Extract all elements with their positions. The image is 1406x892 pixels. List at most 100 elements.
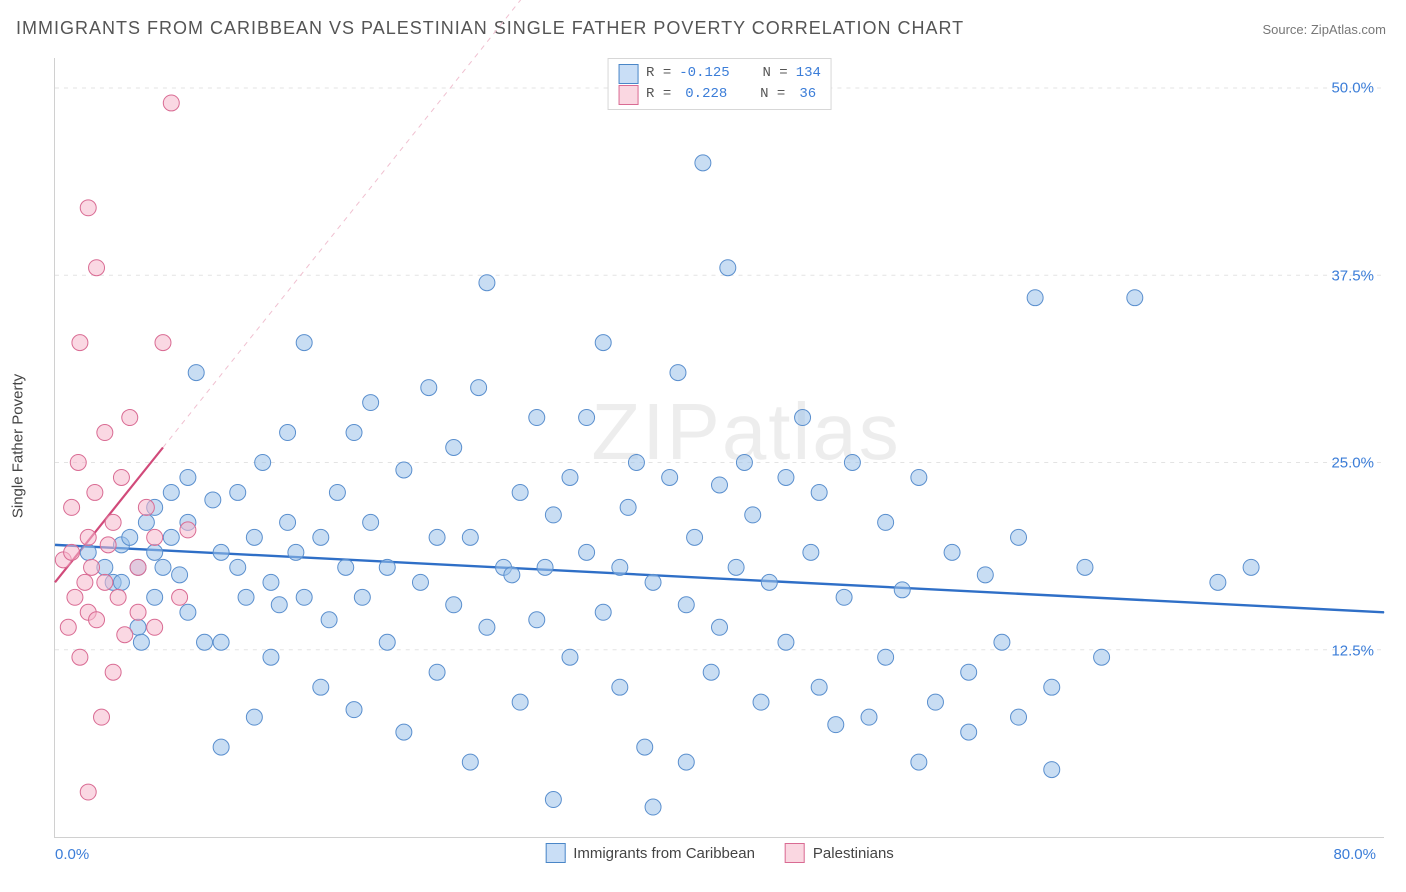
data-point: [670, 365, 686, 381]
data-point: [213, 634, 229, 650]
data-point: [213, 544, 229, 560]
data-point: [80, 200, 96, 216]
data-point: [313, 679, 329, 695]
data-point: [147, 544, 163, 560]
data-point: [662, 469, 678, 485]
data-point: [421, 380, 437, 396]
legend-item-caribbean: Immigrants from Caribbean: [545, 843, 755, 863]
data-point: [537, 559, 553, 575]
data-point: [100, 537, 116, 553]
data-point: [230, 559, 246, 575]
data-point: [110, 589, 126, 605]
data-point: [836, 589, 852, 605]
data-point: [412, 574, 428, 590]
data-point: [1077, 559, 1093, 575]
y-tick-label: 37.5%: [1331, 267, 1374, 284]
data-point: [60, 619, 76, 635]
data-point: [155, 559, 171, 575]
data-point: [70, 454, 86, 470]
data-point: [105, 664, 121, 680]
data-point: [562, 469, 578, 485]
data-point: [579, 544, 595, 560]
data-point: [595, 335, 611, 351]
legend-item-palestinians: Palestinians: [785, 843, 894, 863]
data-point: [396, 724, 412, 740]
data-point: [396, 462, 412, 478]
data-point: [678, 754, 694, 770]
data-point: [429, 664, 445, 680]
data-point: [745, 507, 761, 523]
data-point: [1243, 559, 1259, 575]
data-point: [255, 454, 271, 470]
data-point: [280, 514, 296, 530]
data-point: [379, 559, 395, 575]
data-point: [105, 514, 121, 530]
data-point: [246, 709, 262, 725]
swatch-pink-icon: [618, 85, 638, 105]
data-point: [446, 597, 462, 613]
data-point: [911, 754, 927, 770]
swatch-pink-icon: [785, 843, 805, 863]
data-point: [87, 484, 103, 500]
data-point: [1011, 529, 1027, 545]
data-point: [678, 597, 694, 613]
data-point: [1011, 709, 1027, 725]
chart-svg: [55, 58, 1384, 837]
data-point: [84, 559, 100, 575]
data-point: [205, 492, 221, 508]
swatch-blue-icon: [545, 843, 565, 863]
data-point: [778, 634, 794, 650]
stats-row-blue: R = -0.125 N = 134: [618, 63, 821, 84]
gridlines: [55, 88, 1384, 650]
data-point: [712, 619, 728, 635]
data-point: [130, 559, 146, 575]
data-point: [263, 649, 279, 665]
data-point: [213, 739, 229, 755]
data-point: [695, 155, 711, 171]
data-point: [67, 589, 83, 605]
source-attribution: Source: ZipAtlas.com: [1262, 22, 1386, 37]
n-label: N =: [763, 63, 788, 84]
data-point: [911, 469, 927, 485]
scatter-points: [55, 95, 1259, 815]
legend-label-palestinians: Palestinians: [813, 845, 894, 862]
data-point: [163, 484, 179, 500]
data-point: [89, 612, 105, 628]
data-point: [313, 529, 329, 545]
data-point: [927, 694, 943, 710]
data-point: [80, 544, 96, 560]
data-point: [1027, 290, 1043, 306]
swatch-blue-icon: [618, 64, 638, 84]
stats-row-pink: R = 0.228 N = 36: [618, 84, 821, 105]
data-point: [155, 335, 171, 351]
data-point: [172, 567, 188, 583]
data-point: [512, 484, 528, 500]
data-point: [471, 380, 487, 396]
plot-area: ZIPatlas 12.5%25.0%37.5%50.0% R = -0.125…: [54, 58, 1384, 838]
data-point: [138, 514, 154, 530]
data-point: [545, 792, 561, 808]
data-point: [238, 589, 254, 605]
data-point: [89, 260, 105, 276]
data-point: [961, 664, 977, 680]
data-point: [1094, 649, 1110, 665]
x-tick-min: 0.0%: [55, 846, 89, 863]
data-point: [246, 529, 262, 545]
data-point: [795, 410, 811, 426]
data-point: [545, 507, 561, 523]
y-tick-label: 50.0%: [1331, 80, 1374, 97]
legend: Immigrants from Caribbean Palestinians: [545, 843, 894, 863]
data-point: [703, 664, 719, 680]
data-point: [479, 619, 495, 635]
data-point: [512, 694, 528, 710]
data-point: [80, 529, 96, 545]
data-point: [80, 784, 96, 800]
r-label: R =: [646, 84, 671, 105]
data-point: [736, 454, 752, 470]
data-point: [163, 529, 179, 545]
data-point: [280, 425, 296, 441]
data-point: [188, 365, 204, 381]
data-point: [354, 589, 370, 605]
data-point: [1127, 290, 1143, 306]
data-point: [878, 514, 894, 530]
